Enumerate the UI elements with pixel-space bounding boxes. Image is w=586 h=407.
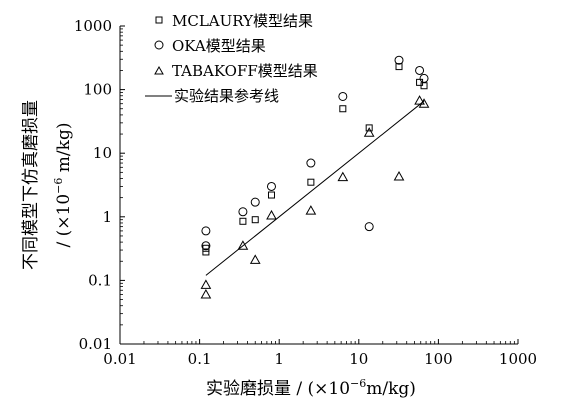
y-tick-label: 10 xyxy=(93,144,112,162)
point-triangle xyxy=(237,240,249,250)
x-tick-label: 0.1 xyxy=(188,350,212,368)
point-square xyxy=(395,63,403,71)
point-circle xyxy=(201,241,211,251)
point-circle xyxy=(415,65,425,75)
x-axis-title-tail: m/kg) xyxy=(366,379,416,399)
point-circle xyxy=(266,181,276,191)
y-tick-label: 0.01 xyxy=(79,335,112,353)
legend-marker-circle xyxy=(154,40,164,50)
point-square xyxy=(267,191,275,199)
y-tick-label: 0.1 xyxy=(88,271,112,289)
data-points xyxy=(200,55,430,299)
x-tick-label: 1000 xyxy=(499,350,537,368)
legend-label-oka: OKA模型结果 xyxy=(172,37,266,55)
point-square xyxy=(202,248,210,256)
point-circle xyxy=(201,226,211,236)
point-triangle xyxy=(363,127,375,137)
point-triangle xyxy=(305,205,317,215)
reference-line-group xyxy=(205,100,425,276)
point-circle xyxy=(364,222,374,232)
x-axis-title-main: 实验磨损量 / (×10 xyxy=(206,379,350,399)
point-square xyxy=(251,216,259,224)
legend-label-mclaury: MCLAURY模型结果 xyxy=(172,12,313,30)
point-circle xyxy=(419,73,429,83)
x-axis-title-sup: −6 xyxy=(350,377,366,390)
y-tick-label: 1 xyxy=(102,208,112,226)
y-axis-title: 不同模型下仿真磨损量 xyxy=(21,100,41,270)
point-circle xyxy=(306,158,316,168)
point-circle xyxy=(394,55,404,65)
point-square xyxy=(307,178,315,186)
legend-label-tabakoff: TABAKOFF模型结果 xyxy=(172,62,318,80)
point-triangle xyxy=(418,98,430,108)
point-square xyxy=(339,105,347,113)
y-axis-title-units: / (×10−6 m/kg) xyxy=(52,123,74,248)
y-axis-units-sup: −6 xyxy=(52,178,65,194)
reference-line xyxy=(205,100,425,276)
point-square xyxy=(365,124,373,132)
point-triangle xyxy=(200,288,212,299)
x-axis-title: 实验磨损量 / (×10−6m/kg) xyxy=(206,377,416,399)
y-axis-title-line2: / (×10−6 m/kg) xyxy=(52,123,74,248)
legend-label-reference: 实验结果参考线 xyxy=(174,87,279,105)
y-axis-title-line1: 不同模型下仿真磨损量 xyxy=(21,100,41,270)
point-circle xyxy=(250,197,260,207)
x-ticks: 0.01 0.1 1 10 100 1000 xyxy=(103,339,537,368)
legend: MCLAURY模型结果 OKA模型结果 TABAKOFF模型结果 实验结果参考线 xyxy=(145,12,318,105)
x-tick-label: 100 xyxy=(424,350,453,368)
point-triangle xyxy=(200,279,212,289)
y-tick-label: 1000 xyxy=(74,17,112,35)
point-triangle xyxy=(393,170,405,181)
y-tick-label: 100 xyxy=(83,81,112,99)
point-triangle xyxy=(414,95,425,105)
x-tick-label: 10 xyxy=(349,350,368,368)
legend-marker-triangle xyxy=(154,65,164,75)
y-axis-units-post: m/kg) xyxy=(54,123,74,178)
point-square xyxy=(239,217,247,225)
point-triangle xyxy=(266,209,277,220)
point-triangle xyxy=(337,171,349,182)
point-triangle xyxy=(249,254,261,264)
x-tick-label: 0.01 xyxy=(103,350,136,368)
y-axis-units-pre: / (×10 xyxy=(54,194,74,248)
point-circle xyxy=(238,207,248,217)
y-ticks: 0.01 0.1 1 10 100 1000 xyxy=(74,17,125,353)
legend-marker-square xyxy=(155,16,163,24)
x-tick-label: 1 xyxy=(274,350,284,368)
point-square xyxy=(202,244,210,252)
point-circle xyxy=(338,91,348,101)
